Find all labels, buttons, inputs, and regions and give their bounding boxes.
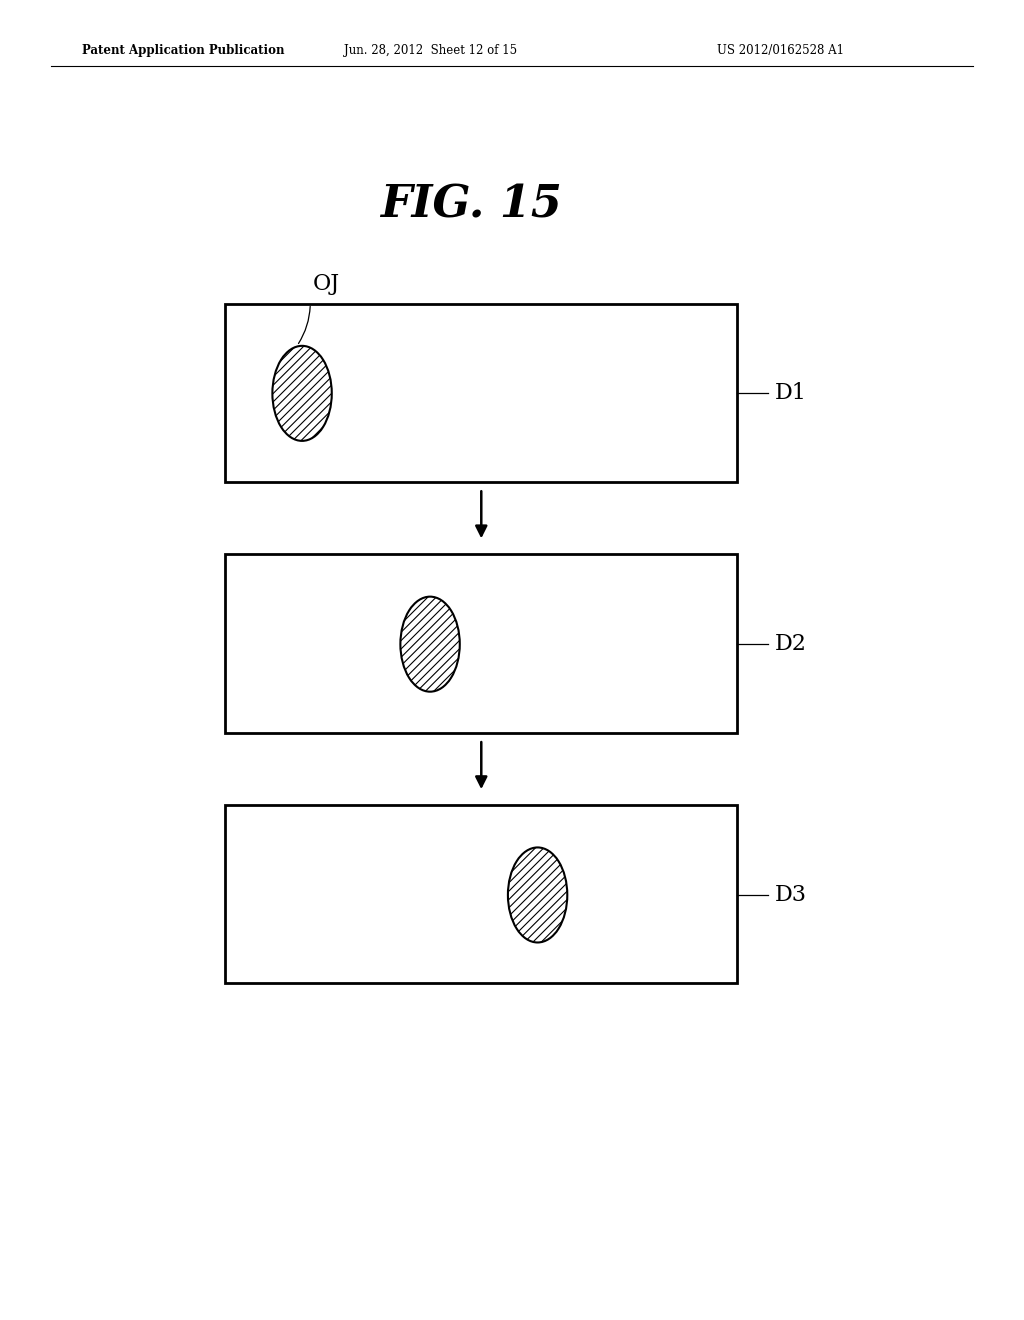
Text: D2: D2 <box>775 634 807 655</box>
Text: D3: D3 <box>775 884 807 906</box>
Ellipse shape <box>272 346 332 441</box>
Text: US 2012/0162528 A1: US 2012/0162528 A1 <box>717 44 844 57</box>
Text: Patent Application Publication: Patent Application Publication <box>82 44 285 57</box>
Text: Jun. 28, 2012  Sheet 12 of 15: Jun. 28, 2012 Sheet 12 of 15 <box>343 44 517 57</box>
Text: OJ: OJ <box>312 273 339 294</box>
Bar <box>225 554 737 733</box>
Text: FIG. 15: FIG. 15 <box>380 183 562 226</box>
Text: D1: D1 <box>775 383 807 404</box>
Bar <box>225 805 737 983</box>
Ellipse shape <box>400 597 460 692</box>
Ellipse shape <box>508 847 567 942</box>
Bar <box>225 304 737 482</box>
